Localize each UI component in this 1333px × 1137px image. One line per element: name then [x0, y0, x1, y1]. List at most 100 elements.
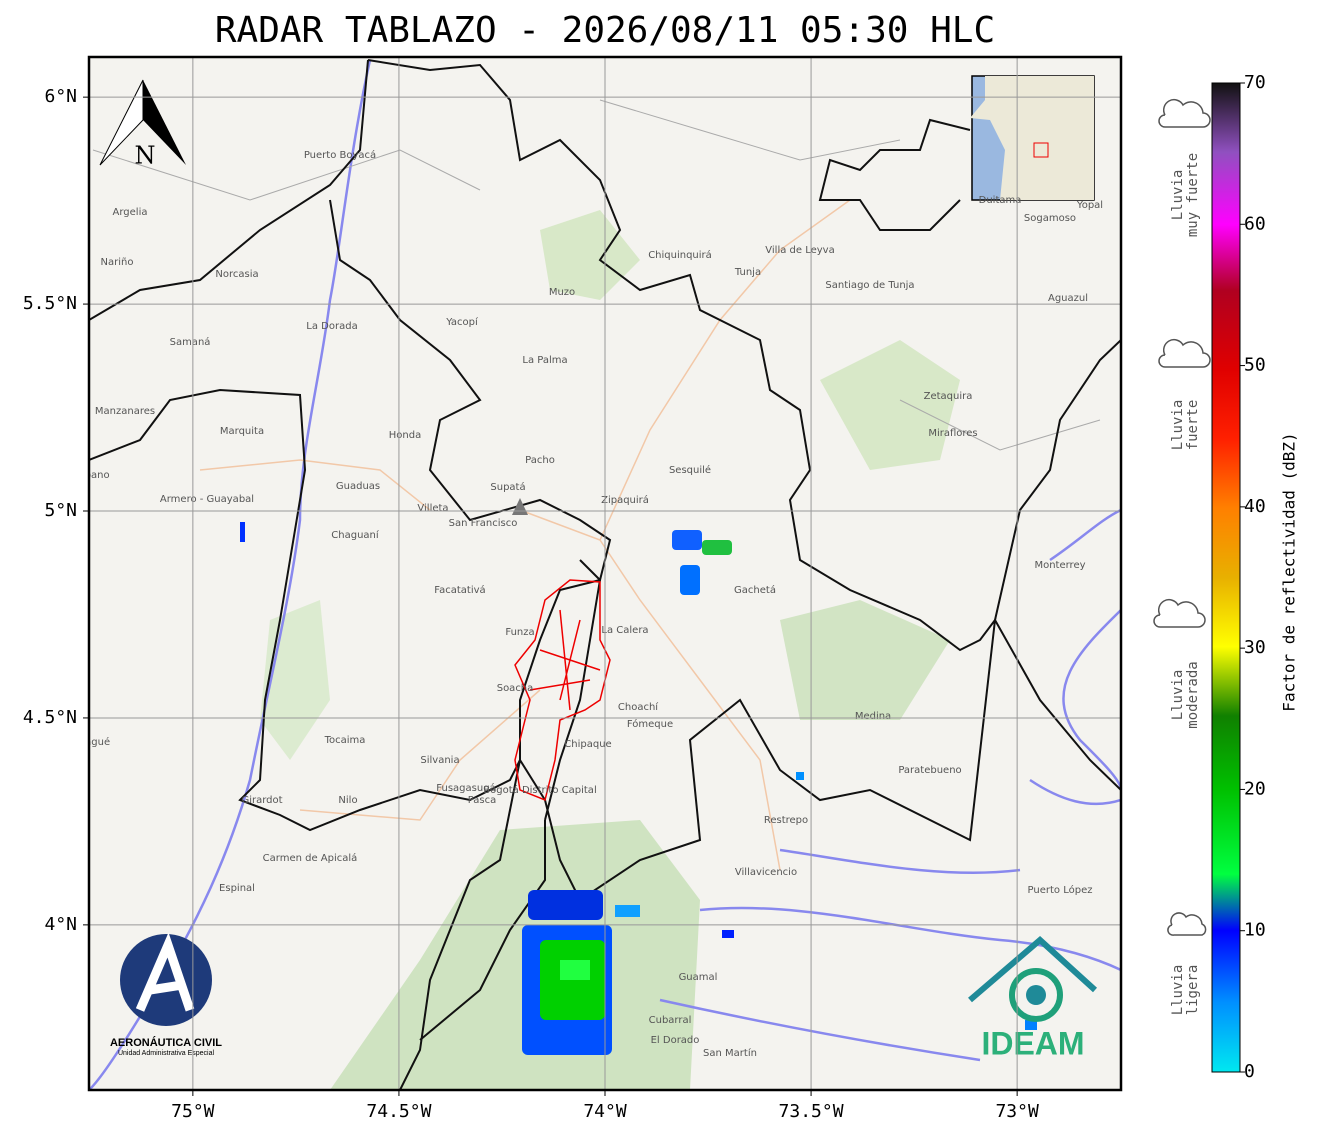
place-label: Aguazul — [1048, 293, 1088, 304]
rain-label: fuerte — [1185, 400, 1201, 451]
lat-label: 6°N — [44, 86, 77, 107]
place-label: La Palma — [522, 355, 567, 366]
place-label: Sesquilé — [669, 464, 711, 476]
place-label: Villavicencio — [735, 867, 797, 878]
place-label: Chiquinquirá — [648, 249, 712, 261]
place-label: Villeta — [417, 503, 448, 514]
place-label: San Francisco — [449, 518, 518, 529]
lon-label: 74.5°W — [366, 1101, 431, 1122]
colorbar-tick-label: 20 — [1244, 778, 1266, 799]
place-label: Chaguaní — [331, 529, 380, 541]
aerocivil-sub: Unidad Administrativa Especial — [118, 1050, 215, 1057]
place-label: Restrepo — [764, 815, 808, 826]
place-label: Pasca — [468, 795, 497, 806]
place-label: Miraflores — [928, 428, 977, 439]
place-label: Medina — [855, 711, 891, 722]
lon-label: 73.5°W — [779, 1101, 844, 1122]
colorbar-title: Factor de reflectividad (dBZ) — [1280, 432, 1299, 711]
place-label: Choachí — [618, 701, 659, 713]
colorbar-tick-label: 50 — [1244, 355, 1266, 376]
rain-label: Lluvia — [1170, 170, 1186, 221]
lon-label: 73°W — [995, 1101, 1039, 1122]
place-label: Armero - Guayabal — [160, 494, 254, 505]
place-label: Soacha — [497, 683, 534, 694]
rain-label: Lluvia — [1170, 965, 1186, 1016]
radar-echoes — [240, 522, 1037, 1055]
rain-label: Lluvia — [1170, 400, 1186, 451]
place-label: Fusagasugá — [436, 782, 495, 794]
place-label: Santiago de Tunja — [825, 280, 914, 291]
north-label: N — [135, 142, 156, 170]
place-label: Líbano — [76, 469, 109, 481]
place-label: Argelia — [113, 207, 148, 218]
axes: 75°W 74.5°W 74°W 73.5°W 73°W 6°N 5.5°N 5°N 4.5°N… — [23, 86, 1039, 1122]
lon-label: 74°W — [583, 1101, 627, 1122]
place-label: Duitama — [979, 195, 1022, 206]
map-base: N AERONÁUTICA CIVIL Unidad Administrativ… — [76, 50, 1121, 1090]
place-label: Yopal — [1076, 200, 1103, 211]
place-label: San Luis — [176, 50, 218, 61]
place-label: Carmen de Apicalá — [263, 852, 358, 864]
place-label: Facatativá — [434, 584, 485, 596]
place-label: Manzanares — [95, 406, 155, 417]
place-label: Espinal — [219, 883, 255, 894]
place-label: Sogamoso — [1024, 213, 1076, 224]
place-label: Silvania — [420, 755, 459, 766]
place-label: Supatá — [490, 481, 525, 493]
ideam-name: IDEAM — [981, 1025, 1084, 1061]
place-label: La Dorada — [306, 321, 357, 332]
colorbar-tick-label: 60 — [1244, 213, 1266, 234]
aerocivil-logo: AERONÁUTICA CIVIL Unidad Administrativa … — [110, 932, 222, 1057]
colorbar-tick-label: 70 — [1244, 72, 1266, 93]
place-label: Marquita — [220, 426, 264, 437]
inset-map — [970, 75, 1095, 201]
rain-label: Lluvia — [1170, 670, 1186, 721]
aerocivil-name: AERONÁUTICA CIVIL — [110, 1036, 222, 1049]
place-label: Tocaima — [324, 735, 366, 746]
place-label: Zetaquira — [924, 391, 973, 402]
colorbar — [1211, 82, 1241, 1073]
place-label: Ibagué — [76, 736, 110, 748]
graticule — [89, 57, 1121, 1090]
colorbar-tick-label: 30 — [1244, 637, 1266, 658]
place-label: Guamal — [679, 972, 718, 983]
place-label: Monterrey — [1034, 560, 1085, 571]
place-label: Norcasia — [215, 269, 258, 280]
place-label: Nilo — [338, 795, 357, 806]
place-label: Funza — [505, 627, 534, 638]
place-label: Puerto López — [1028, 884, 1093, 896]
place-label: San Martín — [703, 1047, 757, 1059]
place-label: La Calera — [601, 625, 648, 636]
lat-label: 5.5°N — [23, 293, 77, 314]
place-label: Honda — [389, 430, 421, 441]
place-label: Nariño — [101, 257, 134, 268]
colorbar-tick-label: 0 — [1244, 1061, 1255, 1082]
place-label: Tunja — [734, 267, 761, 278]
place-label: Yacopí — [445, 316, 479, 328]
lat-label: 5°N — [44, 500, 77, 521]
title: RADAR TABLAZO - 2026/08/11 05:30 HLC — [215, 10, 995, 51]
place-label: Samaná — [170, 336, 211, 348]
place-label: Muzo — [549, 287, 575, 298]
colorbar-tick-label: 40 — [1244, 496, 1266, 517]
place-label: Bogotá Distrito Capital — [483, 784, 596, 796]
rain-label: muy fuerte — [1185, 153, 1201, 237]
place-label: Girardot — [241, 795, 282, 806]
place-label: Paratebueno — [898, 765, 961, 776]
place-label: Cubarral — [649, 1015, 692, 1026]
lon-label: 75°W — [171, 1101, 215, 1122]
north-arrow: N — [99, 79, 186, 170]
place-label: Fómeque — [627, 718, 673, 730]
place-label: Chipaque — [564, 739, 611, 750]
place-label: Villa de Leyva — [765, 245, 834, 256]
lat-label: 4°N — [44, 914, 77, 935]
colorbar-axis: 0 10 20 30 40 50 60 70 Factor de reflectividad (… — [1240, 72, 1299, 1082]
colorbar-tick-label: 10 — [1244, 920, 1266, 941]
place-label: El Dorado — [651, 1035, 700, 1046]
rain-label: moderada — [1185, 661, 1201, 728]
place-label: Guaduas — [336, 481, 380, 492]
ideam-logo: IDEAM — [968, 935, 1098, 1061]
place-labels: San Luis Puerto Boyacá Argelia Nariño Norcas… — [76, 50, 1103, 1059]
